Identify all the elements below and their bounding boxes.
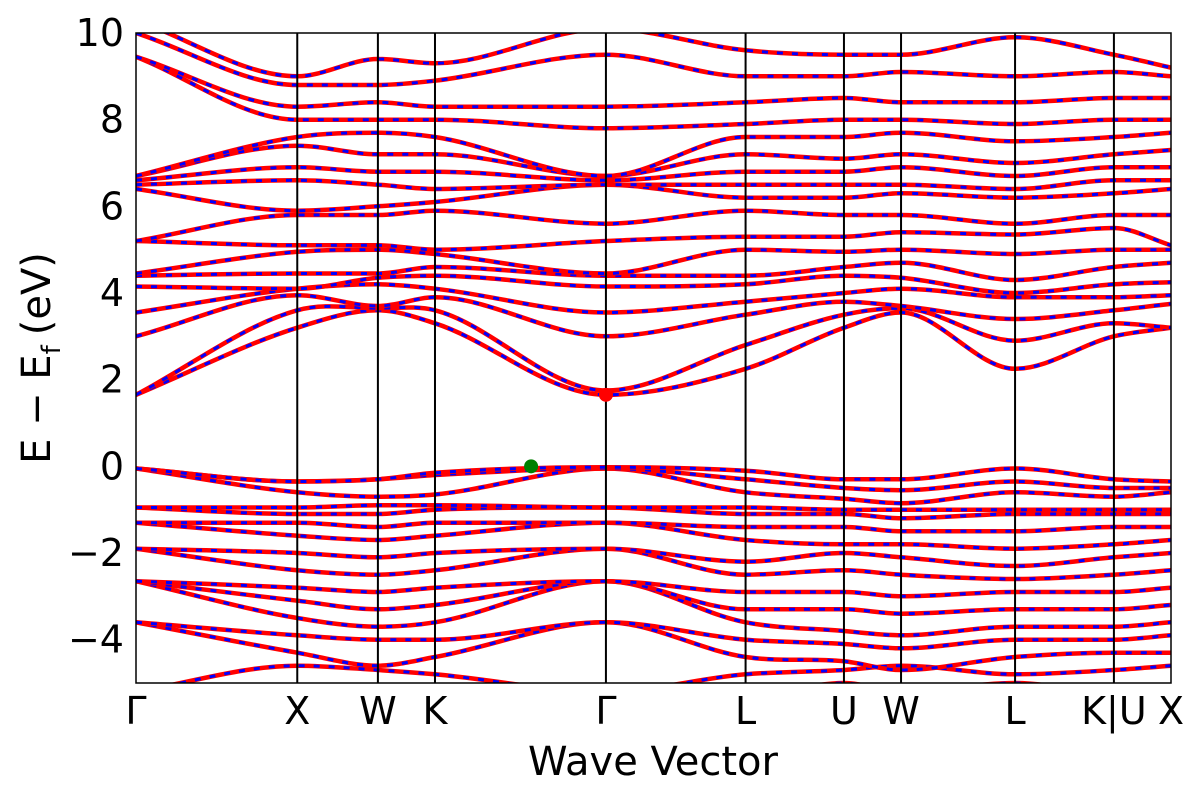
band-7-spin-down: [136, 547, 1171, 581]
band-9-spin-down: [136, 521, 1171, 551]
x-tick-label-3: K: [423, 689, 449, 733]
band-32-spin-down: [136, 33, 1171, 87]
y-tick-label: 4: [100, 271, 124, 315]
x-tick-label-8: L: [1004, 689, 1025, 733]
y-tick-label: 2: [100, 358, 124, 402]
x-tick-label-6: U: [830, 689, 858, 733]
vbm-marker: [524, 459, 539, 474]
band-30-spin-up: [136, 54, 1171, 131]
y-tick-labels: −4 −2 0 2 4 6 8 10: [68, 11, 124, 662]
band-24-spin-down: [136, 209, 1171, 243]
y-tick-label: 6: [100, 184, 124, 228]
band-21-spin-down: [136, 261, 1171, 282]
band-1-spin-down: [173, 664, 1171, 683]
band-13-spin-down: [136, 466, 1171, 505]
x-tick-labels: Γ X W K Γ L U W L K|U X: [125, 689, 1184, 734]
band-16-spin-down: [136, 308, 1171, 397]
y-axis-title: E − Ef (eV): [14, 252, 67, 464]
plot-frame: [135, 32, 1172, 684]
kpoint-lines: [296, 33, 1115, 683]
band-15-spin-down: [136, 465, 1171, 484]
band-31-spin-down: [136, 55, 1171, 109]
y-tick-label: 0: [100, 444, 124, 488]
x-tick-label-4: Γ: [595, 689, 616, 733]
band-29-spin-up: [136, 130, 1171, 179]
y-axis-title-unit: (eV): [14, 252, 60, 335]
band-11-spin-up: [136, 505, 1171, 521]
band-17-spin-up: [136, 304, 1171, 398]
band-12-spin-up: [136, 503, 1171, 512]
y-axis-title-sub: f: [37, 344, 67, 354]
band-28-spin-down: [136, 144, 1171, 178]
x-tick-label-2: W: [359, 689, 397, 733]
y-tick-label: 8: [100, 98, 124, 142]
y-axis-title-main: E − E: [14, 354, 60, 464]
x-tick-label-1: X: [284, 689, 310, 733]
band-33-spin-up: [162, 33, 1171, 79]
x-tick-label-9: K|U: [1081, 689, 1147, 734]
x-axis-title: Wave Vector: [528, 739, 779, 785]
band-4-spin-down: [136, 579, 1171, 637]
band-2-spin-down: [136, 620, 1171, 672]
band-20-spin-down: [136, 274, 1171, 295]
band-10-spin-up: [136, 520, 1171, 534]
band-23-spin-up: [136, 225, 1171, 252]
x-tick-label-5: L: [735, 689, 756, 733]
band-14-spin-down: [136, 466, 1171, 492]
x-tick-label-7: W: [882, 689, 920, 733]
band-26-spin-up: [136, 178, 1171, 192]
band-6-spin-down: [136, 579, 1171, 598]
y-tick-label: −2: [68, 531, 124, 575]
x-tick-label-0: Γ: [125, 689, 146, 733]
extrema-markers: [524, 387, 613, 474]
band-3-spin-down: [136, 620, 1171, 650]
band-18-spin-down: [136, 293, 1171, 338]
x-tick-label-10: X: [1158, 689, 1184, 733]
band-27-spin-down: [136, 165, 1171, 182]
y-tick-label: −4: [68, 618, 124, 662]
y-tick-label: 10: [76, 11, 124, 55]
band-5-spin-down: [136, 579, 1171, 616]
bands-layer: [136, 33, 1171, 683]
band-25-spin-down: [136, 183, 1171, 213]
band-19-spin-down: [136, 282, 1171, 315]
cbm-marker: [598, 387, 613, 402]
band-8-spin-down: [136, 547, 1171, 568]
band-22-spin-down: [136, 248, 1171, 276]
